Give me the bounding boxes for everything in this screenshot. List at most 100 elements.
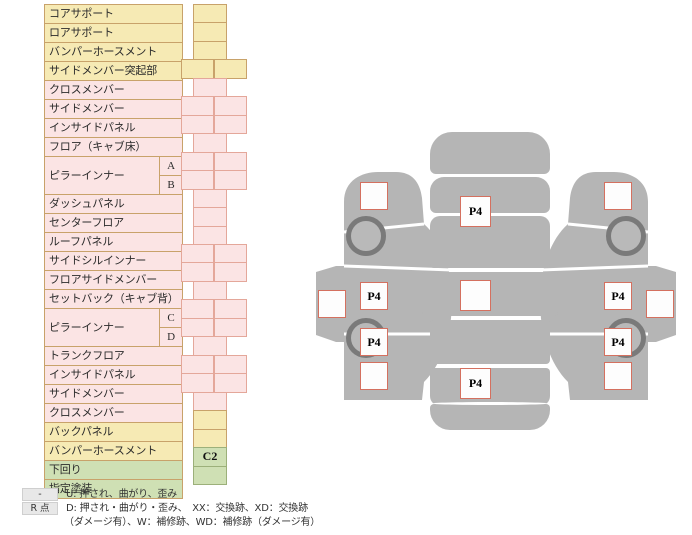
part-sub-label: A [159, 156, 183, 176]
damage-cell[interactable] [214, 299, 247, 320]
table-row: セットバック（キャブ背） [44, 289, 183, 309]
damage-code [194, 208, 226, 226]
damage-cell[interactable]: C2 [193, 447, 227, 467]
damage-code [182, 153, 213, 171]
marker-right-side-flap[interactable] [646, 290, 674, 318]
damage-cell[interactable] [181, 170, 214, 190]
marker-right-front-top[interactable] [604, 182, 632, 210]
marker-right-door-lower[interactable]: P4 [604, 328, 632, 356]
damage-code [215, 300, 246, 318]
damage-cell[interactable] [193, 336, 227, 356]
damage-cell[interactable] [193, 225, 227, 246]
part-name: ピラーインナー [44, 156, 160, 195]
vehicle-diagram: P4 P4 P4 P4 P4 P4 [300, 120, 692, 430]
damage-cell[interactable] [193, 391, 227, 412]
damage-cell[interactable] [181, 151, 214, 172]
damage-cell[interactable] [193, 410, 227, 430]
damage-cell[interactable] [181, 114, 214, 135]
damage-cell[interactable] [193, 22, 227, 43]
damage-cell[interactable] [193, 40, 227, 61]
damage-cell[interactable] [214, 373, 247, 393]
damage-cell-row [193, 225, 227, 246]
damage-code [182, 319, 213, 337]
table-row: フロアサイドメンバー [44, 270, 183, 290]
damage-code [182, 263, 213, 281]
damage-cell[interactable] [193, 428, 227, 449]
part-name: コアサポート [44, 4, 183, 24]
roof-seg-rear-deck [430, 320, 550, 364]
damage-code [215, 374, 246, 392]
roof-seg-hood [430, 132, 550, 174]
marker-roof-middle[interactable] [460, 280, 491, 311]
damage-cell[interactable] [181, 373, 214, 393]
table-row: コアサポート [44, 4, 183, 24]
part-sub-label: B [159, 175, 183, 195]
damage-cell[interactable] [193, 4, 227, 24]
table-row: トランクフロア [44, 346, 183, 366]
table-row: D [45, 327, 183, 347]
damage-code [194, 42, 226, 60]
damage-cell-row [193, 465, 227, 486]
damage-cell[interactable] [214, 114, 247, 135]
right-cabin-shape [540, 172, 664, 400]
damage-code [194, 79, 226, 97]
marker-roof-lower[interactable]: P4 [460, 368, 491, 399]
damage-code [215, 97, 246, 115]
damage-cell[interactable] [181, 96, 214, 116]
damage-cell[interactable] [193, 280, 227, 301]
damage-cell[interactable] [181, 243, 214, 264]
table-row: インサイドパネル [44, 365, 183, 385]
legend-key-dash: - [22, 488, 58, 501]
damage-code [215, 319, 246, 337]
damage-cell-row [193, 391, 227, 412]
damage-cell[interactable] [181, 262, 214, 283]
marker-roof-upper[interactable]: P4 [460, 196, 491, 227]
part-name: サイドメンバー突起部 [44, 61, 183, 81]
damage-cell[interactable] [193, 188, 227, 209]
damage-cell[interactable] [193, 77, 227, 98]
damage-cell-row [193, 280, 227, 301]
damage-code [182, 116, 213, 134]
damage-cell[interactable] [181, 299, 214, 320]
damage-cell[interactable] [214, 354, 247, 375]
marker-right-door-upper[interactable]: P4 [604, 282, 632, 310]
damage-cell-row [193, 133, 227, 153]
damage-cell[interactable] [193, 133, 227, 153]
damage-cell[interactable] [193, 465, 227, 486]
damage-cell[interactable] [214, 151, 247, 172]
damage-cell[interactable] [214, 59, 247, 80]
marker-left-rear-bottom[interactable] [360, 362, 388, 390]
damage-cell[interactable] [181, 354, 214, 375]
damage-cell-row [193, 22, 227, 43]
roof-curve-line [432, 402, 548, 405]
roof-seg-trunk [430, 404, 550, 430]
damage-cell[interactable] [214, 96, 247, 116]
damage-cell[interactable] [214, 243, 247, 264]
damage-code [215, 116, 246, 134]
damage-cell-row [193, 40, 227, 61]
table-row: ルーフパネル [44, 232, 183, 252]
damage-cell-row [181, 317, 247, 338]
damage-code [182, 374, 213, 392]
part-sub-label: D [159, 327, 183, 347]
damage-cell[interactable] [214, 317, 247, 338]
table-row: バンパーホースメント [44, 42, 183, 62]
damage-code [194, 227, 226, 245]
damage-cell-row [193, 188, 227, 209]
damage-code [215, 60, 246, 78]
marker-left-front-top[interactable] [360, 182, 388, 210]
marker-left-side-flap[interactable] [318, 290, 346, 318]
damage-cell[interactable] [214, 262, 247, 283]
damage-cell[interactable] [181, 59, 214, 80]
damage-cell[interactable] [193, 207, 227, 227]
damage-cell[interactable] [181, 317, 214, 338]
legend: - U: 押され、曲がり、歪み R 点 D: 押され・曲がり・歪み、 XX：交換… [22, 488, 362, 529]
damage-code [194, 393, 226, 411]
right-front-wheel [606, 216, 646, 256]
part-name: インサイドパネル [44, 118, 183, 138]
damage-cell[interactable] [214, 170, 247, 190]
marker-left-door-lower[interactable]: P4 [360, 328, 388, 356]
marker-left-door-upper[interactable]: P4 [360, 282, 388, 310]
marker-right-rear-bottom[interactable] [604, 362, 632, 390]
